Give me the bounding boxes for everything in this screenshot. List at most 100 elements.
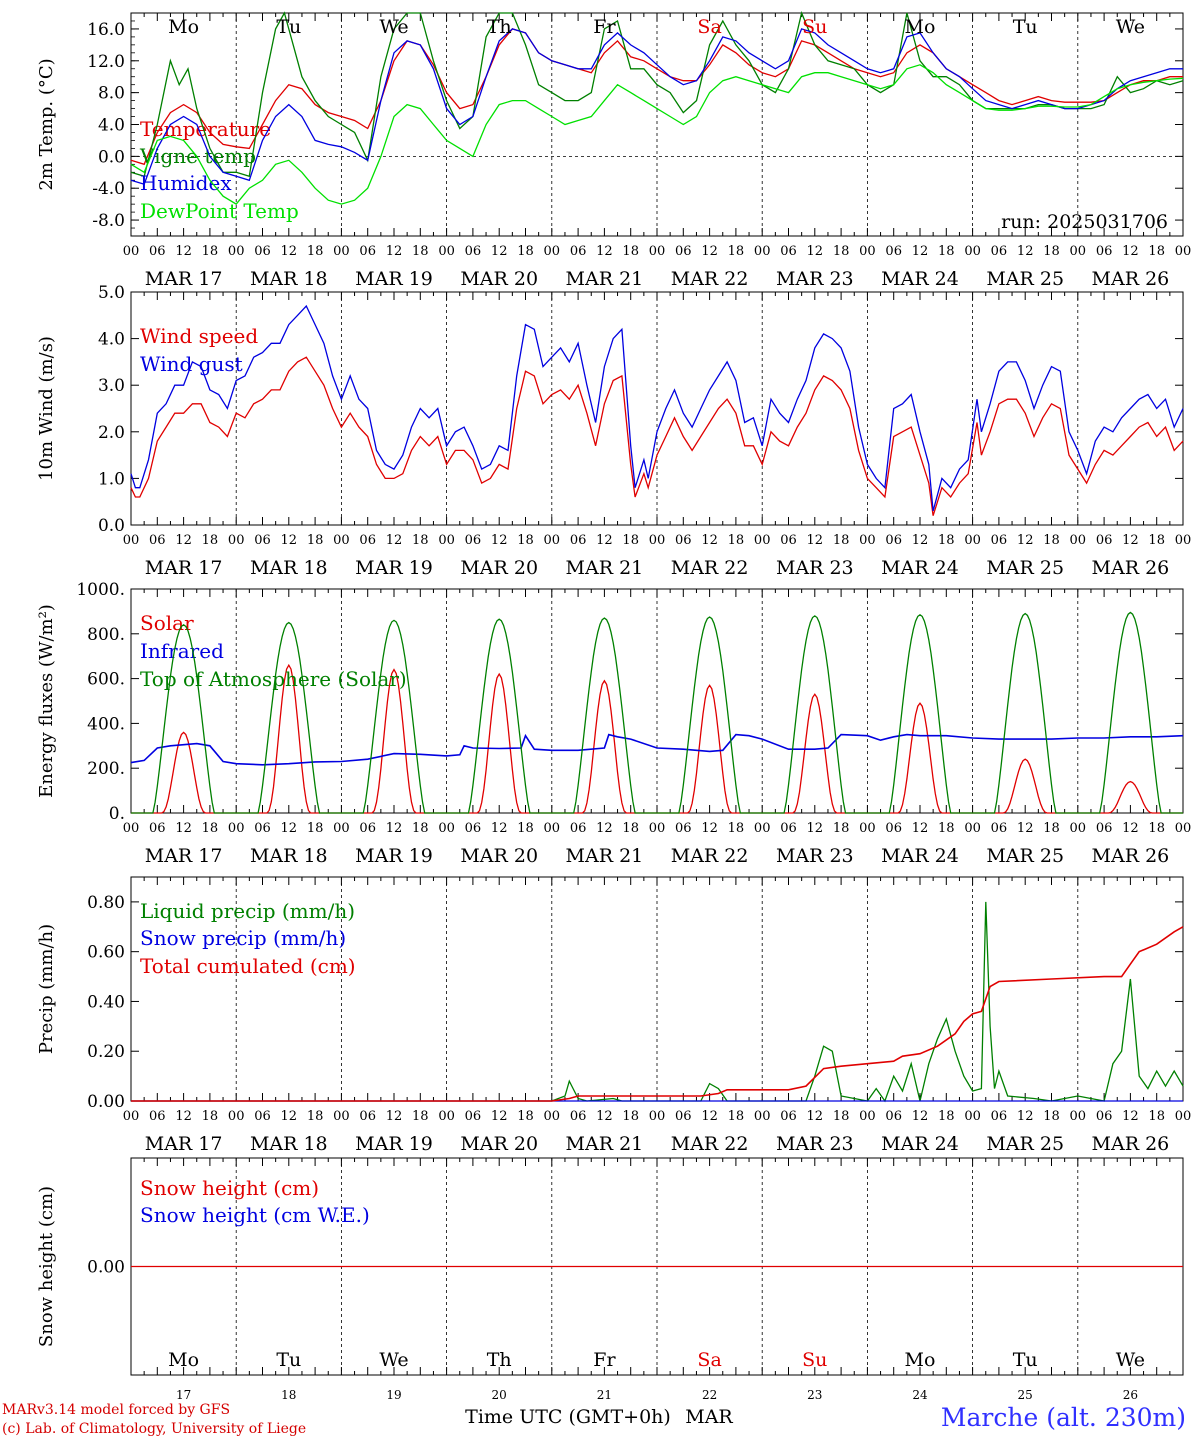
date-label: MAR 26 bbox=[1092, 1133, 1170, 1155]
hour-label: 18 bbox=[412, 1109, 429, 1124]
hour-label: 12 bbox=[175, 821, 192, 836]
hour-label: 18 bbox=[202, 244, 219, 259]
hour-label: 18 bbox=[728, 244, 745, 259]
day-number: 23 bbox=[807, 1388, 822, 1402]
series-line-1-4 bbox=[130, 64, 1184, 205]
hour-label: 06 bbox=[780, 533, 797, 548]
panel-5: 0.00 Snow height (cm) Snow height (cm) Snow… bbox=[36, 1157, 1184, 1376]
hour-label: 06 bbox=[570, 1109, 587, 1124]
hour-label: 06 bbox=[885, 244, 902, 259]
date-label: MAR 17 bbox=[145, 1133, 223, 1155]
hour-label: 18 bbox=[412, 533, 429, 548]
hour-label: 00 bbox=[1070, 244, 1087, 259]
date-label: MAR 24 bbox=[881, 557, 959, 579]
y-axis-label: 2m Temp. (°C) bbox=[36, 58, 57, 190]
y-tick-label: 1000. bbox=[76, 580, 125, 600]
hour-label: 12 bbox=[491, 244, 508, 259]
hour-label: 12 bbox=[1122, 244, 1139, 259]
hour-label: 18 bbox=[307, 533, 324, 548]
series-line-2-2 bbox=[130, 304, 1184, 512]
hour-label: 00 bbox=[1070, 533, 1087, 548]
hour-label: 12 bbox=[1017, 533, 1034, 548]
hour-label: 06 bbox=[465, 1109, 482, 1124]
hour-label: 00 bbox=[228, 1109, 245, 1124]
hour-label: 06 bbox=[359, 1109, 376, 1124]
hour-label: 00 bbox=[649, 1109, 666, 1124]
hour-label: 18 bbox=[622, 821, 639, 836]
hour-label: 06 bbox=[675, 244, 692, 259]
legend-entry: Solar bbox=[140, 611, 194, 635]
date-label: MAR 24 bbox=[881, 268, 959, 290]
hour-label: 00 bbox=[754, 821, 771, 836]
hour-label: 00 bbox=[438, 533, 455, 548]
y-tick-label: 0.0 bbox=[98, 516, 125, 536]
legend-entry: Liquid precip (mm/h) bbox=[140, 899, 355, 923]
hour-label: 12 bbox=[807, 533, 824, 548]
hour-label: 00 bbox=[964, 244, 981, 259]
date-label: MAR 17 bbox=[145, 557, 223, 579]
hour-label: 12 bbox=[386, 821, 403, 836]
weekday-top: We bbox=[379, 16, 408, 38]
hour-label: 12 bbox=[491, 533, 508, 548]
hour-label: 12 bbox=[912, 244, 929, 259]
hour-label: 12 bbox=[491, 1109, 508, 1124]
hour-label: 12 bbox=[596, 821, 613, 836]
legend-entry: Wind gust bbox=[140, 352, 243, 376]
hour-label: 12 bbox=[281, 1109, 298, 1124]
date-label: MAR 21 bbox=[566, 1133, 644, 1155]
weekday-bottom: Mo bbox=[905, 1349, 936, 1371]
date-label: MAR 25 bbox=[986, 845, 1064, 867]
weekday-bottom: Th bbox=[487, 1349, 512, 1371]
date-label: MAR 21 bbox=[566, 268, 644, 290]
hour-label: 18 bbox=[1043, 821, 1060, 836]
hour-label: 18 bbox=[202, 821, 219, 836]
date-label: MAR 18 bbox=[250, 557, 328, 579]
hour-label: 06 bbox=[991, 821, 1008, 836]
hour-label: 06 bbox=[254, 821, 271, 836]
series-line-3-2 bbox=[130, 733, 1184, 766]
legend-entry: Vigne temp bbox=[139, 144, 256, 168]
hour-label: 12 bbox=[386, 533, 403, 548]
hour-label: 18 bbox=[622, 1109, 639, 1124]
hour-label: 00 bbox=[544, 533, 561, 548]
hour-label: 00 bbox=[333, 244, 350, 259]
hour-label: 06 bbox=[1096, 1109, 1113, 1124]
legend-entry: Humidex bbox=[140, 171, 232, 195]
y-tick-label: 0. bbox=[109, 804, 125, 824]
hour-label: 06 bbox=[675, 821, 692, 836]
hour-label: 06 bbox=[465, 821, 482, 836]
y-tick-label: 800. bbox=[87, 625, 125, 645]
hour-label: 18 bbox=[412, 244, 429, 259]
hour-label: 00 bbox=[649, 533, 666, 548]
hour-label: 06 bbox=[254, 244, 271, 259]
hour-label: 18 bbox=[1043, 244, 1060, 259]
hour-label: 00 bbox=[123, 244, 140, 259]
hour-label: 12 bbox=[491, 821, 508, 836]
station-name: Marche (alt. 230m) bbox=[940, 1403, 1186, 1432]
hour-label: 06 bbox=[359, 533, 376, 548]
hour-label: 00 bbox=[123, 821, 140, 836]
y-tick-label: 1.0 bbox=[98, 469, 125, 489]
y-axis-label: Snow height (cm) bbox=[36, 1186, 57, 1347]
hour-label: 06 bbox=[885, 533, 902, 548]
date-label: MAR 20 bbox=[460, 557, 538, 579]
date-label: MAR 25 bbox=[986, 268, 1064, 290]
hour-label: 18 bbox=[833, 533, 850, 548]
hour-label: 18 bbox=[307, 1109, 324, 1124]
hour-label: 18 bbox=[1148, 533, 1165, 548]
date-label: MAR 21 bbox=[566, 557, 644, 579]
hour-label: 00 bbox=[754, 244, 771, 259]
day-number: 26 bbox=[1123, 1388, 1138, 1402]
y-tick-label: 400. bbox=[87, 714, 125, 734]
hour-label: 06 bbox=[1096, 533, 1113, 548]
date-label: MAR 18 bbox=[250, 268, 328, 290]
y-tick-label: 16.0 bbox=[87, 20, 125, 40]
y-tick-label: -8.0 bbox=[92, 211, 125, 231]
hour-label: 06 bbox=[1096, 821, 1113, 836]
hour-label: 12 bbox=[596, 244, 613, 259]
hour-label: 06 bbox=[570, 821, 587, 836]
hour-label: 18 bbox=[1043, 1109, 1060, 1124]
weekday-top: Fr bbox=[593, 16, 616, 38]
hour-label: 00 bbox=[964, 821, 981, 836]
hour-label: 00 bbox=[333, 1109, 350, 1124]
